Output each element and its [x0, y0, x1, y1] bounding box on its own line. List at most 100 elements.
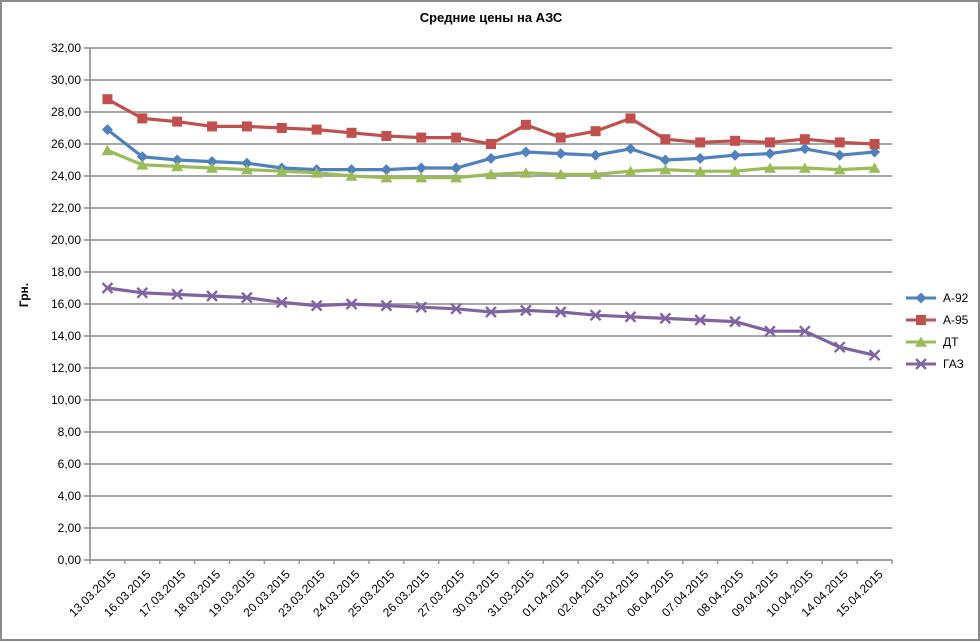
series-gaz-marker — [345, 298, 358, 310]
series-gaz-marker — [764, 325, 776, 338]
series-a92-marker — [834, 149, 846, 161]
series-a95-marker — [207, 121, 218, 132]
y-tick-label: 16,00 — [51, 297, 81, 311]
series-a92-marker — [380, 164, 392, 176]
y-tick-label: 8,00 — [58, 425, 82, 439]
legend-a92-marker-icon — [906, 292, 936, 304]
series-dt-marker — [624, 165, 637, 176]
series-gaz-marker — [415, 301, 428, 314]
series-dt-marker — [554, 168, 567, 180]
y-tick-label: 18,00 — [51, 265, 81, 279]
series-gaz-marker — [659, 312, 672, 325]
series-a95-marker — [555, 132, 566, 143]
series-dt-marker — [485, 168, 497, 180]
series-a92-marker — [101, 124, 113, 136]
series-dt-marker — [763, 162, 776, 173]
series-gaz-marker — [275, 296, 288, 309]
legend-a95-marker-icon — [916, 315, 926, 325]
series-gaz-marker — [554, 306, 567, 318]
series-gaz-line — [107, 286, 875, 357]
series-a95-marker — [381, 131, 392, 141]
series-a95-marker — [102, 94, 113, 105]
series-gaz-marker — [868, 349, 881, 362]
y-tick-label: 26,00 — [51, 137, 81, 151]
y-tick-label: 2,00 — [58, 521, 82, 535]
y-tick-label: 6,00 — [58, 457, 82, 471]
series-a95-marker — [416, 132, 427, 143]
series-dt-marker — [450, 172, 463, 183]
series-dt-marker — [798, 162, 811, 173]
y-tick-label: 20,00 — [51, 233, 81, 247]
series-dt-marker — [694, 165, 707, 176]
series-a95-marker — [451, 132, 462, 143]
series-dt-marker — [136, 159, 149, 170]
series-a95-marker — [276, 123, 287, 133]
series-a92-marker — [346, 164, 358, 176]
series-dt-marker — [380, 172, 393, 183]
series-a92-marker — [520, 146, 532, 158]
legend-gaz-marker-icon — [906, 358, 936, 370]
series-a92-marker — [136, 151, 148, 163]
series-a92-marker — [694, 152, 706, 164]
series-gaz-marker — [380, 299, 393, 312]
series-a92-marker — [171, 154, 183, 166]
legend-item-a92: А-92 — [905, 291, 968, 305]
chart-title: Средние цены на АЗС — [419, 10, 563, 25]
series-gaz-marker — [694, 314, 707, 326]
series-a95-marker — [590, 126, 601, 137]
series-a92-marker — [869, 146, 881, 158]
series-a95-marker — [346, 127, 357, 138]
y-tick-label: 12,00 — [51, 361, 81, 375]
series-a92-marker — [764, 148, 776, 160]
y-tick-label: 14,00 — [51, 329, 81, 343]
legend-label-a95: А-95 — [943, 313, 969, 327]
legend-gaz-marker-icon — [915, 358, 927, 370]
series-a95-marker — [695, 137, 706, 148]
legend-item-gaz: ГАЗ — [905, 357, 968, 371]
series-gaz-marker — [206, 290, 218, 302]
series-gaz-marker — [798, 325, 811, 338]
series-a95-marker — [660, 134, 671, 145]
series-gaz-marker — [624, 310, 637, 323]
y-tick-label: 0,00 — [58, 553, 82, 567]
chart-legend: А-92 А-95 ДТ ГАЗ — [905, 291, 968, 371]
series-gaz-marker — [520, 304, 532, 317]
series-dt-marker — [868, 162, 881, 173]
series-a92-marker — [590, 149, 602, 161]
legend-a95-marker-icon — [906, 315, 936, 325]
series-dt-marker — [415, 172, 428, 183]
legend-dt-marker-icon — [906, 336, 936, 347]
legend-dt-marker-icon — [915, 336, 927, 347]
series-gaz-marker — [485, 306, 497, 318]
legend-item-a95: А-95 — [905, 313, 968, 327]
series-a92-marker — [450, 162, 462, 174]
series-a95-marker — [486, 139, 496, 149]
series-a95-marker — [172, 116, 183, 127]
series-a92-marker — [659, 154, 671, 166]
y-tick-label: 30,00 — [51, 73, 81, 87]
series-dt-marker — [240, 164, 253, 175]
series-dt-marker — [589, 168, 602, 180]
series-gaz-marker — [729, 315, 741, 328]
series-a92-marker — [241, 157, 253, 169]
series-a95-marker — [520, 119, 531, 130]
series-dt-marker — [519, 167, 532, 178]
series-dt-marker — [101, 144, 114, 156]
series-a92-marker — [555, 148, 567, 160]
series-a95-marker — [311, 124, 322, 135]
series-a92-marker — [624, 143, 636, 155]
series-dt-marker — [275, 165, 288, 176]
series-gaz-marker — [589, 309, 602, 322]
legend-item-dt: ДТ — [905, 335, 968, 349]
series-a92-marker — [485, 152, 497, 164]
series-a92-marker — [206, 156, 218, 168]
series-gaz-marker — [171, 288, 184, 301]
series-a95-line — [106, 97, 875, 146]
series-dt-marker — [171, 160, 184, 172]
y-tick-label: 22,00 — [51, 201, 81, 215]
legend-label-dt: ДТ — [943, 335, 959, 349]
series-a95-marker — [730, 135, 741, 146]
series-dt-marker — [833, 164, 846, 175]
